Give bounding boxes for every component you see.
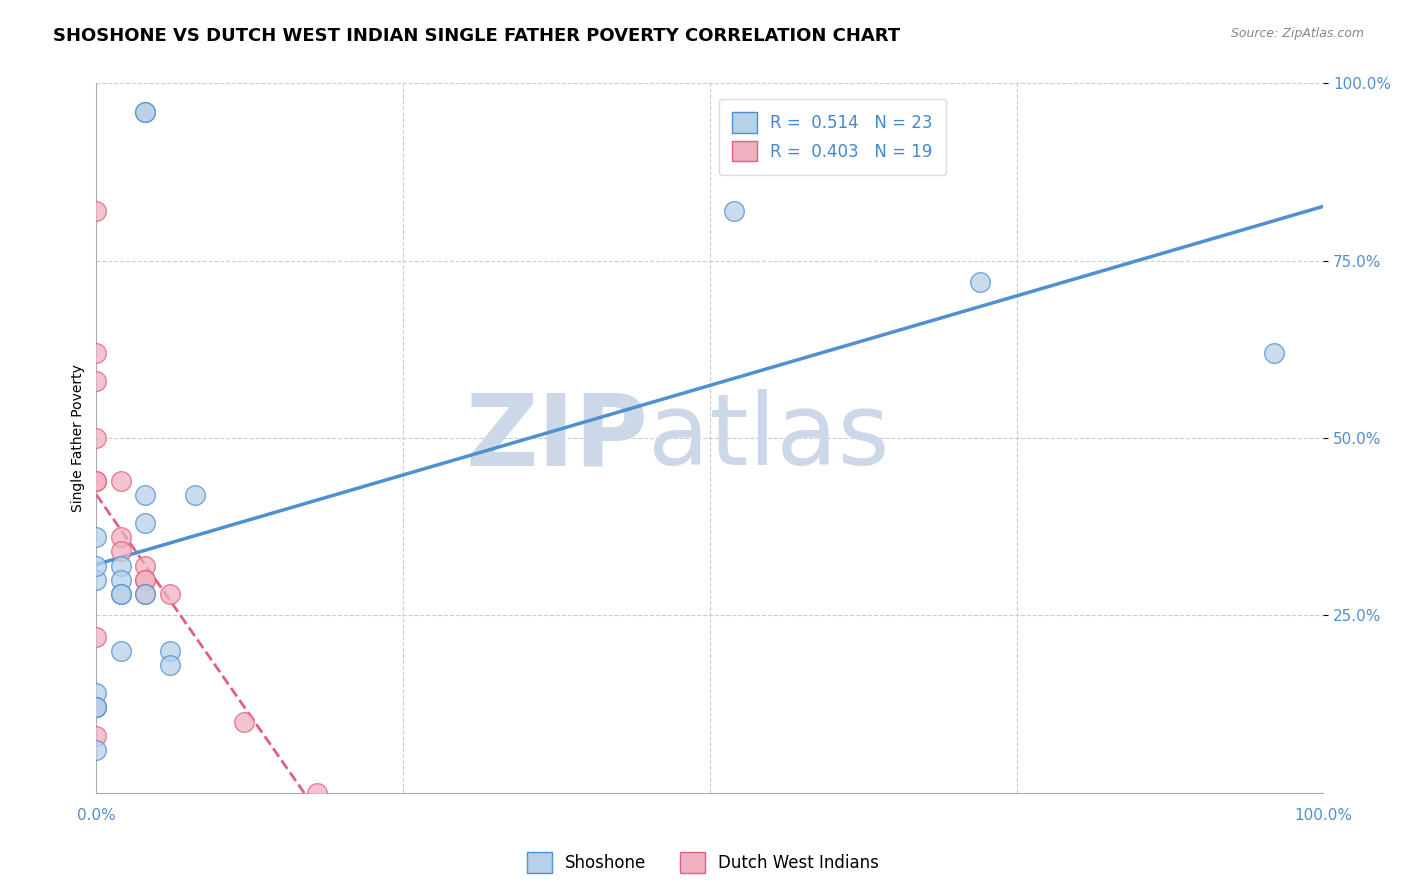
Point: [86, 686, 108, 700]
Text: Source: ZipAtlas.com: Source: ZipAtlas.com: [1230, 27, 1364, 40]
Point: [86, 431, 108, 445]
Point: [159, 657, 181, 672]
Point: [159, 643, 181, 657]
Point: [307, 785, 329, 799]
Point: [110, 530, 132, 544]
Point: [134, 587, 156, 601]
Point: [134, 488, 156, 502]
Point: [110, 643, 132, 657]
Legend: R =  0.514   N = 23, R =  0.403   N = 19: R = 0.514 N = 23, R = 0.403 N = 19: [718, 99, 946, 175]
Legend: Shoshone, Dutch West Indians: Shoshone, Dutch West Indians: [520, 846, 886, 880]
Point: [86, 700, 108, 714]
Point: [134, 573, 156, 587]
Point: [110, 587, 132, 601]
Point: [86, 530, 108, 544]
Point: [110, 474, 132, 488]
Point: [110, 544, 132, 558]
Point: [86, 474, 108, 488]
Point: [86, 729, 108, 743]
Point: [723, 204, 745, 219]
Point: [86, 743, 108, 757]
Point: [134, 587, 156, 601]
Point: [1263, 346, 1285, 360]
Point: [110, 587, 132, 601]
Point: [86, 558, 108, 573]
Point: [159, 587, 181, 601]
Point: [110, 573, 132, 587]
Point: [110, 558, 132, 573]
Point: [134, 573, 156, 587]
Text: atlas: atlas: [648, 390, 890, 486]
Point: [86, 374, 108, 388]
Point: [86, 474, 108, 488]
Point: [134, 516, 156, 530]
Point: [86, 700, 108, 714]
Point: [969, 275, 991, 289]
Point: [86, 573, 108, 587]
Text: SHOSHONE VS DUTCH WEST INDIAN SINGLE FATHER POVERTY CORRELATION CHART: SHOSHONE VS DUTCH WEST INDIAN SINGLE FAT…: [53, 27, 901, 45]
Point: [86, 204, 108, 219]
Point: [86, 700, 108, 714]
Point: [232, 714, 254, 729]
Point: [86, 630, 108, 644]
Y-axis label: Single Father Poverty: Single Father Poverty: [72, 364, 86, 512]
Point: [134, 558, 156, 573]
Point: [183, 488, 205, 502]
Point: [134, 104, 156, 119]
Point: [86, 346, 108, 360]
Point: [134, 104, 156, 119]
Text: ZIP: ZIP: [465, 390, 648, 486]
